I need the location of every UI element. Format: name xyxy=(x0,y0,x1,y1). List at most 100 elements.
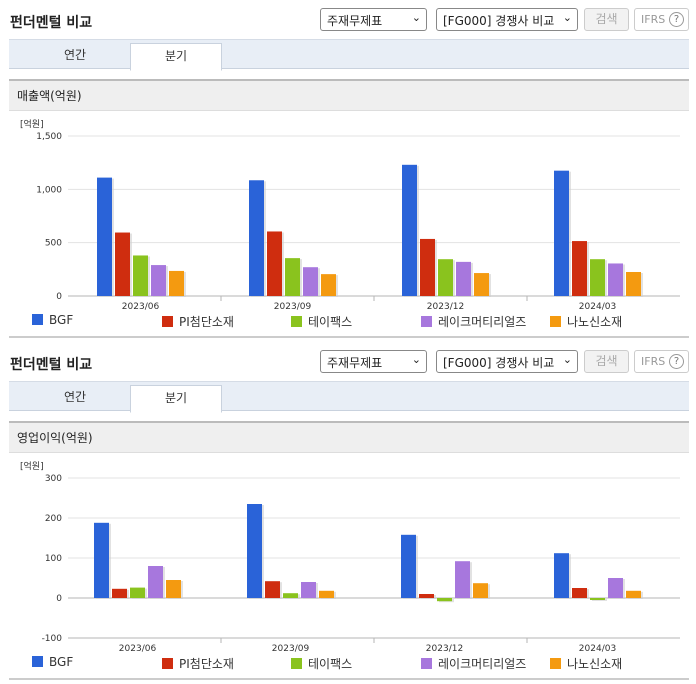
y-tick-label: 1,000 xyxy=(36,185,62,195)
bar xyxy=(115,232,130,296)
legend-item[interactable]: 나노신소재 xyxy=(550,655,622,672)
bar xyxy=(554,170,569,296)
legend-label: 레이크머티리얼즈 xyxy=(438,657,527,671)
legend-item[interactable]: PI첨단소재 xyxy=(162,313,234,330)
legend-label: BGF xyxy=(49,655,74,669)
x-tick-label: 2023/12 xyxy=(426,644,463,654)
legend-label: BGF xyxy=(49,313,74,327)
bar xyxy=(265,581,280,598)
legend-swatch xyxy=(421,658,432,669)
legend-swatch xyxy=(162,658,173,669)
help-icon[interactable]: ? xyxy=(669,12,684,27)
bar xyxy=(112,588,127,598)
bar xyxy=(437,598,452,602)
bar xyxy=(283,593,298,598)
bar xyxy=(133,255,148,296)
compare-select[interactable]: [FG000] 경쟁사 비교 ⌄ xyxy=(436,350,578,373)
bar xyxy=(608,263,623,296)
legend-label: 테이팩스 xyxy=(308,657,353,671)
chevron-down-icon: ⌄ xyxy=(562,353,572,366)
bar xyxy=(151,265,166,296)
x-tick-label: 2023/12 xyxy=(427,302,464,312)
tab-annual[interactable]: 연간 xyxy=(63,48,87,62)
legend-item[interactable]: 레이크머티리얼즈 xyxy=(421,313,526,330)
bar xyxy=(420,238,435,296)
legend-item[interactable]: BGF xyxy=(32,313,73,327)
legend-item[interactable]: 테이팩스 xyxy=(291,655,352,672)
legend-label: 테이팩스 xyxy=(308,315,353,329)
ifrs-label: IFRS xyxy=(641,355,666,368)
statement-select[interactable]: 주재무제표 ⌄ xyxy=(320,8,427,31)
bar xyxy=(590,259,605,296)
statement-select[interactable]: 주재무제표 ⌄ xyxy=(320,350,427,373)
search-button[interactable]: 검색 xyxy=(584,8,629,31)
compare-select[interactable]: [FG000] 경쟁사 비교 ⌄ xyxy=(436,8,578,31)
section-title: 펀더멘털 비교 xyxy=(10,15,93,31)
tab-annual[interactable]: 연간 xyxy=(63,390,87,404)
x-tick-label: 2024/03 xyxy=(579,644,616,654)
period-tabs: 연간 분기 xyxy=(9,381,689,413)
ifrs-button[interactable]: IFRS ? xyxy=(634,8,689,31)
bar xyxy=(321,274,336,296)
legend-swatch xyxy=(291,658,302,669)
y-tick-label: 200 xyxy=(45,514,62,524)
chevron-down-icon: ⌄ xyxy=(562,11,572,24)
bar xyxy=(590,598,605,600)
chevron-down-icon: ⌄ xyxy=(411,11,421,24)
legend-item[interactable]: BGF xyxy=(32,655,73,669)
bar xyxy=(554,553,569,598)
section-divider xyxy=(9,336,689,338)
unit-label: [억원] xyxy=(20,120,44,130)
operating-profit-bar-chart: -100 0 100 200 300 2023/06 2023/09 2023/12 2024/… xyxy=(42,474,680,654)
x-tick-label: 2023/06 xyxy=(119,644,157,654)
section-toolbar: 펀더멘털 비교 주재무제표 ⌄ [FG000] 경쟁사 비교 ⌄ 검색 IFRS… xyxy=(0,342,696,378)
bar xyxy=(166,580,181,598)
fundamental-section-revenue: 펀더멘털 비교 주재무제표 ⌄ [FG000] 경쟁사 비교 ⌄ 검색 IFRS… xyxy=(0,0,696,338)
help-icon[interactable]: ? xyxy=(669,354,684,369)
y-tick-label: 100 xyxy=(45,554,62,564)
legend-label: PI첨단소재 xyxy=(179,315,234,329)
legend-swatch xyxy=(550,316,561,327)
x-tick-label: 2023/09 xyxy=(272,644,310,654)
y-tick-label: 0 xyxy=(56,292,62,302)
bar xyxy=(626,590,641,598)
legend-label: PI첨단소재 xyxy=(179,657,234,671)
chevron-down-icon: ⌄ xyxy=(411,353,421,366)
bar xyxy=(626,272,641,296)
revenue-bar-chart: 0 500 1,000 1,500 2023/06 2023/09 2023/12 2024/… xyxy=(36,132,680,312)
bar xyxy=(319,590,334,598)
search-button[interactable]: 검색 xyxy=(584,350,629,373)
compare-select-value: [FG000] 경쟁사 비교 xyxy=(443,14,555,28)
chart-legend: BGF PI첨단소재 테이팩스 레이크머티리얼즈 나노신소재 xyxy=(0,655,696,673)
fundamental-section-operating-profit: 펀더멘털 비교 주재무제표 ⌄ [FG000] 경쟁사 비교 ⌄ 검색 IFRS… xyxy=(0,342,696,684)
x-tick-label: 2023/09 xyxy=(274,302,312,312)
statement-select-value: 주재무제표 xyxy=(327,356,383,370)
legend-item[interactable]: 나노신소재 xyxy=(550,313,622,330)
bar xyxy=(456,261,471,296)
legend-label: 나노신소재 xyxy=(567,657,623,671)
compare-select-value: [FG000] 경쟁사 비교 xyxy=(443,356,555,370)
bar xyxy=(419,594,434,598)
bar xyxy=(285,258,300,296)
legend-item[interactable]: 테이팩스 xyxy=(291,313,352,330)
chart-panel-title: 매출액(억원) xyxy=(9,79,689,111)
ifrs-label: IFRS xyxy=(641,13,666,26)
bar xyxy=(249,180,264,296)
bar xyxy=(438,259,453,296)
y-tick-label: 500 xyxy=(45,239,62,249)
bar xyxy=(130,587,145,598)
tab-quarterly[interactable]: 분기 xyxy=(130,43,222,71)
tab-quarterly[interactable]: 분기 xyxy=(130,385,222,413)
x-tick-label: 2024/03 xyxy=(579,302,616,312)
ifrs-button[interactable]: IFRS ? xyxy=(634,350,689,373)
legend-label: 나노신소재 xyxy=(567,315,623,329)
y-tick-label: 300 xyxy=(45,474,62,484)
bar xyxy=(169,270,184,296)
section-toolbar: 펀더멘털 비교 주재무제표 ⌄ [FG000] 경쟁사 비교 ⌄ 검색 IFRS… xyxy=(0,0,696,36)
x-tick-label: 2023/06 xyxy=(122,302,160,312)
legend-item[interactable]: PI첨단소재 xyxy=(162,655,234,672)
statement-select-value: 주재무제표 xyxy=(327,14,383,28)
legend-item[interactable]: 레이크머티리얼즈 xyxy=(421,655,526,672)
bar xyxy=(608,578,623,598)
chart-legend: BGF PI첨단소재 테이팩스 레이크머티리얼즈 나노신소재 xyxy=(0,313,696,331)
